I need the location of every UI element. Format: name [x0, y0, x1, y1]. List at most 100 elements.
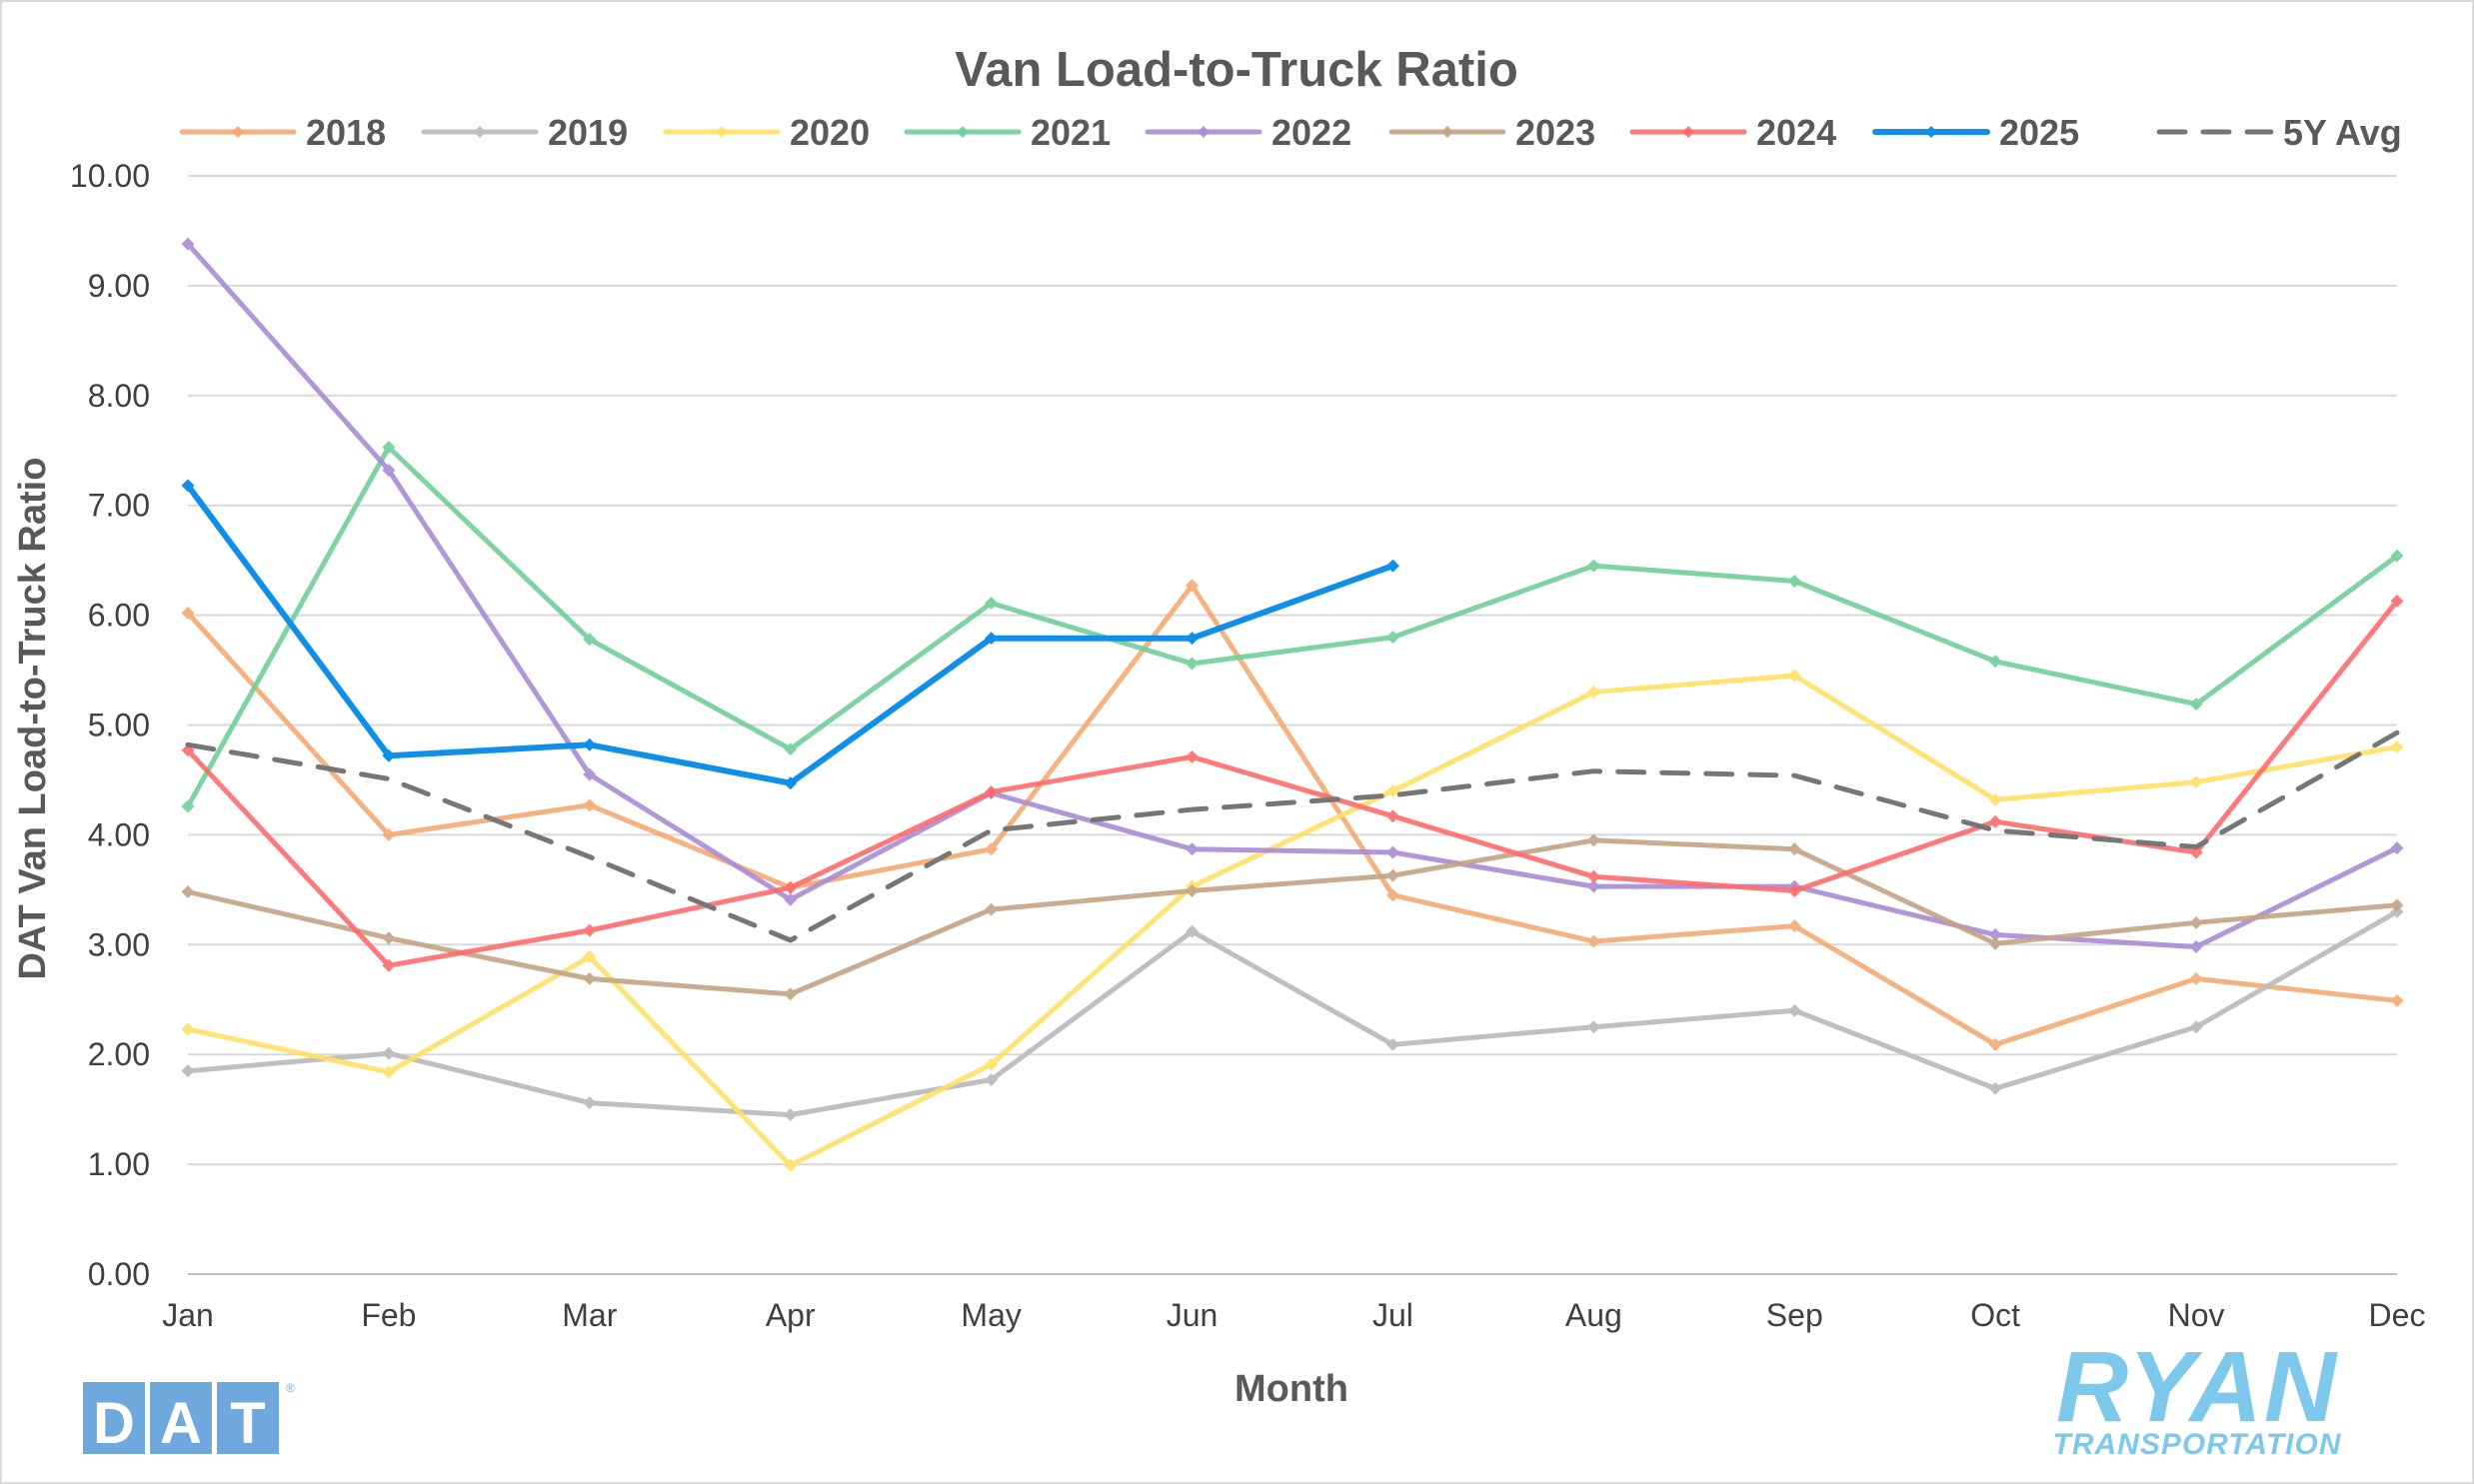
- data-point: [1186, 749, 1200, 763]
- data-point: [583, 798, 597, 812]
- y-axis-ticks: 0.00 1.00 2.00 3.00 4.00 5.00 6.00 7.00 8.00 9.00…: [70, 158, 150, 1292]
- data-point: [1988, 655, 2002, 669]
- data-point: [1787, 919, 1801, 933]
- data-point: [382, 958, 396, 972]
- data-point: [181, 1022, 195, 1036]
- series-2018: [181, 579, 2404, 1051]
- data-point: [382, 931, 396, 945]
- series-2023: [181, 833, 2404, 1001]
- data-point: [583, 1096, 597, 1110]
- data-point: [2189, 698, 2203, 712]
- series-2021: [181, 440, 2404, 813]
- legend-marker: [716, 126, 728, 138]
- series-line: [185, 241, 2400, 949]
- x-tick-label: Jul: [1372, 1297, 1413, 1333]
- data-point: [1988, 792, 2002, 806]
- series-line: [185, 598, 2400, 968]
- legend-marker: [1441, 126, 1453, 138]
- data-point: [784, 776, 798, 790]
- data-point: [2189, 775, 2203, 789]
- data-point: [1385, 868, 1399, 882]
- series-2022: [181, 237, 2404, 953]
- data-point: [1586, 1020, 1600, 1034]
- data-point: [1787, 575, 1801, 589]
- data-point: [2390, 993, 2404, 1007]
- legend-label: 2021: [1031, 112, 1111, 153]
- data-point: [2390, 841, 2404, 855]
- data-point: [985, 842, 999, 856]
- series-layer: [181, 237, 2404, 1172]
- legend-item: 2023: [1388, 112, 1595, 153]
- data-point: [2189, 1020, 2203, 1034]
- x-tick-label: Aug: [1565, 1297, 1622, 1333]
- data-point: [2390, 898, 2404, 912]
- data-point: [1186, 632, 1200, 646]
- x-tick-label: Oct: [1970, 1297, 2020, 1333]
- x-tick-label: Jan: [162, 1297, 214, 1333]
- data-point: [784, 880, 798, 894]
- data-point: [1186, 657, 1200, 671]
- data-point: [1186, 883, 1200, 897]
- legend-label: 2025: [1999, 112, 2079, 153]
- legend-label: 2018: [306, 112, 386, 153]
- legend-item: 2020: [663, 112, 870, 153]
- data-point: [2189, 939, 2203, 953]
- data-point: [985, 1057, 999, 1071]
- data-point: [382, 748, 396, 762]
- series-2019: [181, 904, 2404, 1122]
- y-tick-label: 3.00: [88, 926, 150, 962]
- data-point: [1186, 579, 1200, 593]
- data-point: [382, 1065, 396, 1079]
- series-line: [185, 445, 2400, 809]
- data-point: [1586, 833, 1600, 847]
- data-point: [1385, 631, 1399, 645]
- series-line: [185, 837, 2400, 997]
- x-tick-label: Mar: [562, 1297, 617, 1333]
- data-point: [181, 479, 195, 493]
- data-point: [1988, 936, 2002, 950]
- data-point: [181, 606, 195, 620]
- x-axis-title: Month: [1235, 1368, 1348, 1410]
- y-tick-label: 5.00: [88, 708, 150, 743]
- data-point: [784, 892, 798, 906]
- x-tick-label: Sep: [1766, 1297, 1823, 1333]
- data-point: [1385, 845, 1399, 859]
- data-point: [1988, 814, 2002, 828]
- svg-text:TRANSPORTATION: TRANSPORTATION: [2053, 1428, 2342, 1461]
- svg-text:T: T: [230, 1391, 265, 1456]
- data-point: [1787, 883, 1801, 897]
- gridlines: [188, 175, 2397, 1275]
- data-point: [985, 632, 999, 646]
- x-tick-label: Dec: [2369, 1297, 2426, 1333]
- svg-text:D: D: [93, 1391, 135, 1456]
- svg-text:A: A: [160, 1391, 202, 1456]
- x-tick-label: Feb: [361, 1297, 416, 1333]
- data-point: [583, 767, 597, 781]
- y-tick-label: 7.00: [88, 488, 150, 524]
- data-point: [1586, 934, 1600, 948]
- data-point: [583, 633, 597, 647]
- data-point: [1186, 842, 1200, 856]
- series-5y-avg: [185, 730, 2400, 943]
- y-tick-label: 8.00: [88, 378, 150, 414]
- data-point: [583, 949, 597, 963]
- data-point: [583, 738, 597, 751]
- legend-item: 5Y Avg: [2156, 112, 2402, 153]
- data-point: [1385, 783, 1399, 797]
- data-point: [1787, 669, 1801, 683]
- data-point: [2390, 740, 2404, 753]
- legend-item: 2025: [1872, 112, 2079, 153]
- legend: 2018 2019 2020 2021 2022 2023 2024 2025 5Y Avg: [179, 112, 2402, 153]
- data-point: [1385, 559, 1399, 573]
- series-line: [185, 673, 2400, 1168]
- data-point: [1988, 1037, 2002, 1051]
- data-point: [583, 923, 597, 937]
- data-point: [784, 742, 798, 756]
- data-point: [2189, 971, 2203, 985]
- legend-item: 2022: [1145, 112, 1351, 153]
- legend-item: 2019: [421, 112, 628, 153]
- x-tick-label: Apr: [766, 1297, 816, 1333]
- data-point: [181, 237, 195, 251]
- data-point: [583, 971, 597, 985]
